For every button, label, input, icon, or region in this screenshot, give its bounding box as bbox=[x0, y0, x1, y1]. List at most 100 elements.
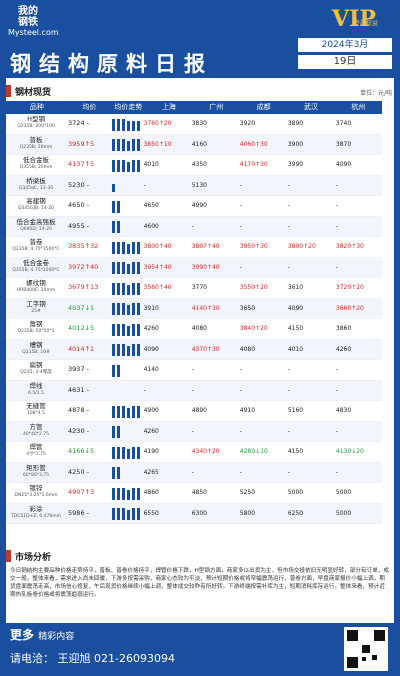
contact-phone[interactable]: 021-26093094 bbox=[94, 652, 175, 665]
trend-bar bbox=[121, 118, 125, 131]
trend-bar bbox=[131, 139, 135, 151]
cell-chengdu: 3840↑20 bbox=[239, 325, 268, 332]
cell-chengdu: 5250 bbox=[239, 489, 256, 496]
cell-product: 工字钢 25# bbox=[6, 299, 66, 319]
trend-bar bbox=[131, 282, 135, 295]
cell-chengdu: 5800 bbox=[239, 509, 256, 517]
cell-chengdu: 3550↑20 bbox=[239, 284, 268, 291]
product-name: 工字钢 bbox=[26, 299, 46, 308]
cell-hangzhou: 4830 bbox=[335, 407, 352, 414]
cell-product: 彩涂 TDC51D+Z; 0.476mm bbox=[6, 504, 66, 524]
cell-wuhan: - bbox=[287, 181, 291, 189]
cell-product: 普板 Q235B; 20mm bbox=[6, 135, 66, 155]
trend-bar bbox=[131, 344, 135, 356]
trend-bar bbox=[116, 405, 120, 418]
cell-chengdu: - bbox=[239, 202, 242, 209]
trend-bar bbox=[131, 303, 135, 315]
trend-bar bbox=[121, 323, 125, 336]
trend-bar bbox=[126, 120, 130, 131]
cell-shanghai: 6550 bbox=[143, 509, 159, 517]
cell-shanghai: - bbox=[143, 181, 146, 189]
cell-wuhan: 3890 bbox=[287, 120, 304, 127]
cell-guangzhou: 4160 bbox=[191, 140, 207, 148]
trend-bar bbox=[126, 243, 130, 254]
cell-chengdu: 4280↓10 bbox=[239, 448, 268, 455]
table-row: 高建钢 Q345GJB; 14-20 4650 -4650 4990- - - bbox=[6, 196, 382, 217]
cell-guangzhou: 4850 bbox=[191, 489, 207, 496]
trend-bar bbox=[116, 159, 120, 172]
trend-bar bbox=[131, 241, 135, 254]
product-spec: 4寸*3.75 bbox=[26, 452, 46, 457]
trend-bar bbox=[116, 487, 120, 500]
trend-bar bbox=[111, 467, 115, 479]
vip-subtext: 专属权益 bbox=[354, 20, 379, 27]
col-header-name: 品种 bbox=[29, 103, 44, 111]
cell-product: 扁钢 Q235; 3-4厚度 bbox=[6, 360, 66, 380]
product-spec: Q690D; 14-20 bbox=[20, 226, 52, 232]
trend-bar bbox=[131, 262, 135, 274]
cell-guangzhou: - bbox=[191, 366, 194, 373]
cell-wuhan: 4010 bbox=[287, 345, 304, 353]
table-row: H型钢 Q235B; 200*100 3724 -3760↑20 3830 3920 38… bbox=[6, 114, 382, 135]
table-row: 桥梁板 Q345qC; 12-30 5230 - -5130- - - bbox=[6, 175, 382, 196]
more-content[interactable]: 更多 精彩内容 bbox=[10, 626, 74, 643]
trend-bar bbox=[126, 489, 130, 500]
product-spec: 6.5/1.5 bbox=[28, 390, 44, 396]
cell-chengdu: 4080 bbox=[239, 345, 256, 353]
trend-bar bbox=[116, 221, 120, 233]
cell-avg: 4907↑3 bbox=[68, 488, 95, 496]
trend-bar bbox=[131, 120, 135, 131]
cell-shanghai: 4650 bbox=[143, 202, 159, 209]
cell-avg: 4878 - bbox=[68, 406, 89, 414]
trend-bar bbox=[121, 303, 125, 315]
cell-chengdu: - bbox=[239, 181, 242, 189]
product-spec: 40*40*2.75 bbox=[23, 431, 49, 437]
more-big-text: 更多 bbox=[10, 628, 35, 642]
cell-wuhan: 3610 bbox=[287, 284, 304, 291]
col-header-chengdu: 成都 bbox=[256, 103, 271, 111]
cell-trend bbox=[109, 381, 142, 401]
cell-product: H型钢 Q235B; 200*100 bbox=[6, 114, 66, 134]
trend-bar bbox=[116, 139, 120, 151]
cell-guangzhou: 6300 bbox=[191, 509, 207, 517]
cell-chengdu: - bbox=[239, 366, 242, 373]
table-row: 焊线 6.5/1.5 4631 ------ bbox=[6, 380, 382, 401]
date-box: 2024年3月 19日 bbox=[298, 38, 392, 69]
logo-line1: 我的 bbox=[18, 6, 38, 17]
product-spec: Q235B; 200*100 bbox=[17, 124, 55, 129]
trend-bar bbox=[111, 282, 115, 295]
cell-hangzhou: - bbox=[335, 202, 339, 209]
trend-bar bbox=[111, 184, 115, 192]
mysteel-logo: 我的 钢铁 Mysteel.com bbox=[8, 6, 59, 37]
trend-bar bbox=[131, 159, 135, 172]
product-name: 普卷 bbox=[29, 238, 43, 246]
cell-product: 低合金板 Q355B; 20mm bbox=[6, 155, 66, 175]
cell-hangzhou: - bbox=[335, 427, 339, 435]
cell-trend bbox=[109, 319, 142, 339]
trend-bar bbox=[111, 262, 115, 274]
trend-bar bbox=[116, 282, 120, 295]
product-spec: Q355B; 4.75*1500*C bbox=[12, 267, 60, 273]
cell-shanghai: - bbox=[143, 386, 146, 394]
analysis-text: 今日钢结构主要品种价格走势持平，普板、普卷价格持平，焊管价格下跌，H型钢方面，商… bbox=[10, 568, 389, 598]
trend-bar bbox=[116, 323, 120, 336]
cell-chengdu: 3920 bbox=[239, 120, 256, 127]
cell-trend bbox=[109, 442, 142, 462]
cell-chengdu: 3650 bbox=[239, 304, 256, 312]
cell-guangzhou: 4890 bbox=[191, 407, 207, 414]
cell-wuhan: - bbox=[287, 202, 291, 209]
trend-bar bbox=[111, 344, 115, 356]
cell-guangzhou: 4140↑30 bbox=[191, 304, 220, 312]
cell-wuhan: 5000 bbox=[287, 489, 304, 496]
cell-product: 低合金卷 Q355B; 4.75*1500*C bbox=[6, 258, 66, 278]
cell-product: 无缝管 108*4.5 bbox=[6, 401, 66, 421]
cell-hangzhou: 5000 bbox=[335, 509, 352, 517]
product-name: H型钢 bbox=[27, 115, 45, 123]
product-spec: Q235B; 50*50*5 bbox=[17, 329, 55, 334]
table-row: 方管 40*40*2.75 4230 -4260- - - - bbox=[6, 421, 382, 442]
cell-shanghai: 4900 bbox=[143, 407, 159, 414]
product-name: 焊线 bbox=[29, 381, 43, 390]
product-spec: Q345qC; 12-30 bbox=[18, 185, 54, 191]
cell-guangzhou: 4370↑30 bbox=[191, 345, 220, 353]
product-spec: Q235B; 4.75*1500*C bbox=[12, 247, 60, 252]
